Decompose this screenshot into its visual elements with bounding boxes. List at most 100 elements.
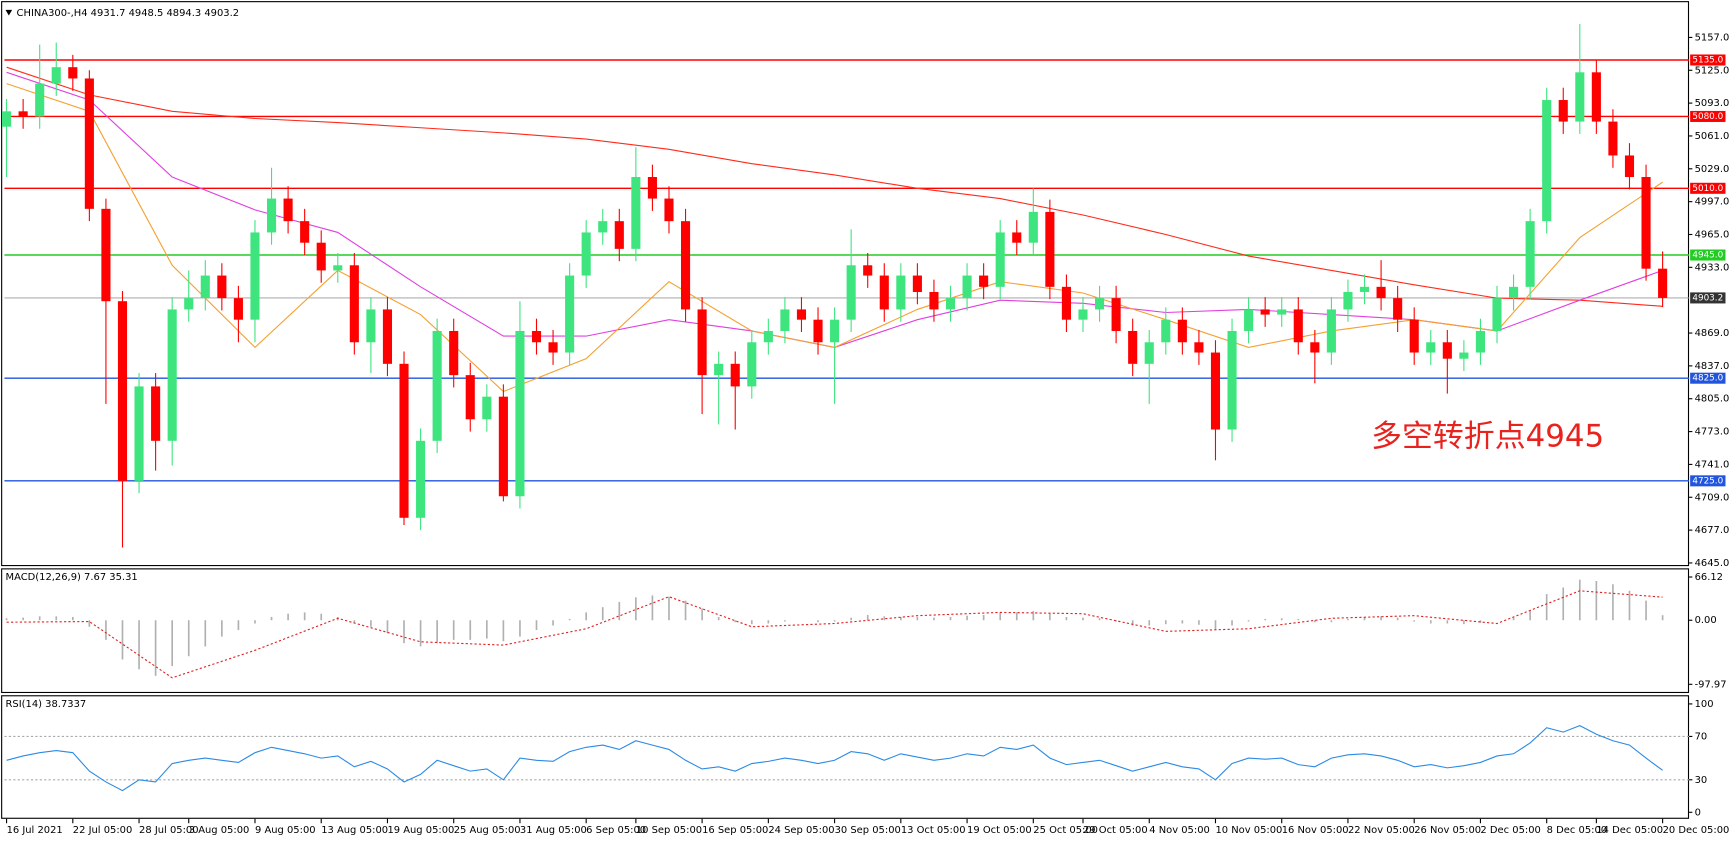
candle-body (316, 242, 326, 271)
candle-body (1509, 286, 1519, 299)
candle-body (614, 221, 624, 249)
candle-body (1624, 155, 1635, 178)
candle-body (1525, 221, 1535, 287)
candle-body (1591, 72, 1601, 122)
candle-body (714, 363, 724, 376)
y-tick-label: 30 (1695, 775, 1708, 786)
candle-body (51, 67, 61, 84)
candle-body (548, 342, 558, 353)
candle-body (1277, 309, 1287, 315)
candle-body (482, 396, 492, 420)
candle-body (879, 275, 889, 310)
candle-body (35, 83, 45, 117)
x-tick-label: 10 Sep 05:00 (636, 825, 702, 836)
macd-pane (1, 568, 1690, 694)
candle-body (382, 309, 393, 364)
x-tick-label: 30 Sep 05:00 (835, 825, 901, 836)
x-tick-label: 31 Aug 05:00 (520, 825, 587, 836)
candle-body (1078, 309, 1088, 320)
candle-body (896, 275, 906, 310)
y-tick-label: 5093.0 (1695, 98, 1730, 109)
x-tick-label: 8 Dec 05:00 (1547, 825, 1607, 836)
y-tick-label: 66.12 (1695, 572, 1723, 583)
y-tick-label: 70 (1695, 731, 1708, 742)
candle-body (266, 198, 277, 233)
candle-body (366, 309, 376, 343)
candle-body (2, 111, 12, 127)
candle-body (18, 111, 28, 117)
candle-body (217, 275, 227, 299)
candle-body (283, 198, 293, 222)
level-label: 5135.0 (1692, 55, 1723, 65)
level-label-box (1690, 249, 1726, 261)
candle-body (929, 291, 939, 310)
x-tick-label: 20 Dec 05:00 (1663, 825, 1730, 836)
candle-body (399, 363, 409, 518)
candle-body (432, 330, 442, 441)
y-tick-label: 5061.0 (1695, 131, 1730, 142)
level-label: 5010.0 (1692, 184, 1723, 194)
candle-body (1542, 100, 1552, 222)
candle-body (1575, 72, 1585, 122)
candle-body (1012, 232, 1022, 243)
level-label: 4725.0 (1692, 476, 1723, 486)
level-label-box (1690, 475, 1726, 487)
y-tick-label: 4805.0 (1695, 394, 1730, 405)
candle-body (1658, 268, 1668, 298)
candle-body (1061, 286, 1071, 320)
y-tick-label: 0.00 (1695, 615, 1717, 626)
candle-body (1426, 342, 1436, 353)
x-tick-label: 2 Dec 05:00 (1480, 825, 1540, 836)
candle-body (300, 221, 310, 243)
candle-body (780, 309, 790, 331)
level-label-box (1690, 182, 1726, 194)
candle-body (200, 275, 210, 299)
x-tick-label: 22 Nov 05:00 (1348, 825, 1415, 836)
candle-body (680, 221, 691, 310)
candle-body (101, 208, 111, 302)
y-tick-label: 4773.0 (1695, 427, 1730, 438)
y-tick-label: 100 (1695, 699, 1714, 710)
candle-body (1409, 319, 1419, 353)
level-label: 5080.0 (1692, 112, 1723, 122)
candle-body (747, 342, 757, 387)
level-label: 4825.0 (1692, 374, 1723, 384)
y-tick-label: 5125.0 (1695, 65, 1730, 76)
y-tick-label: 5029.0 (1695, 164, 1730, 175)
candle-body (1459, 352, 1469, 359)
candle-body (416, 440, 426, 518)
candle-body (945, 298, 956, 310)
candle-body (167, 309, 177, 441)
x-tick-label: 29 Oct 05:00 (1083, 825, 1148, 836)
candle-body (465, 375, 475, 420)
candle-body (565, 275, 575, 353)
chart-title: CHINA300-,H4 4931.7 4948.5 4894.3 4903.2 (17, 8, 239, 19)
x-tick-label: 16 Sep 05:00 (702, 825, 768, 836)
candle-body (1376, 286, 1386, 299)
candle-body (863, 265, 873, 276)
candle-body (1393, 298, 1403, 320)
candle-body (912, 275, 922, 292)
candle-body (151, 386, 161, 441)
candle-body (581, 232, 591, 276)
x-tick-label: 9 Aug 05:00 (255, 825, 316, 836)
candle-body (134, 386, 144, 481)
candle-body (349, 265, 359, 343)
candle-body (1326, 309, 1336, 353)
level-label-box (1690, 110, 1726, 122)
candle-body (979, 275, 989, 287)
x-tick-label: 28 Jul 05:00 (139, 825, 199, 836)
candle-body (664, 198, 674, 222)
candle-body (1161, 319, 1171, 343)
y-tick-label: 4869.0 (1695, 328, 1730, 339)
candle-body (184, 298, 194, 310)
candle-body (1194, 342, 1204, 353)
annotation: 多空转折点4945 (1371, 419, 1604, 455)
candle-body (1359, 286, 1370, 292)
y-tick-label: -97.97 (1695, 679, 1727, 690)
x-tick-label: 6 Sep 05:00 (586, 825, 646, 836)
candle-body (1475, 330, 1485, 353)
level-label: 4945.0 (1692, 251, 1723, 261)
y-tick-label: 4645.0 (1695, 558, 1730, 569)
